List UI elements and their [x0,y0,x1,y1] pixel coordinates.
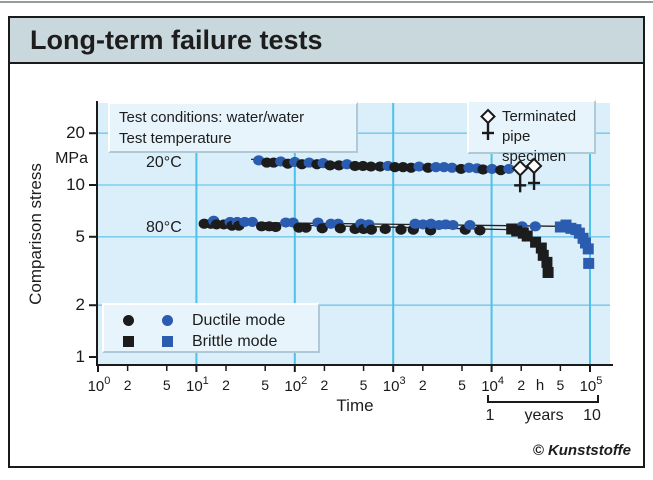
svg-text:100: 100 [88,375,111,395]
svg-text:5: 5 [458,377,466,393]
ductile-mode-label: Ductile mode [192,311,286,329]
svg-text:h: h [536,377,544,394]
svg-text:5: 5 [76,227,85,246]
svg-text:2: 2 [222,377,230,393]
svg-text:20: 20 [66,123,85,142]
svg-text:2: 2 [517,377,525,393]
svg-text:2: 2 [76,295,85,314]
terminated-specimen-icon [480,108,496,140]
years-scale-start: 1 [485,407,495,424]
mode-legend-box: Ductile mode Brittle mode [102,303,320,353]
legend-row-brittle: Brittle mode [104,331,318,352]
terminated-label-line1: Terminated [501,108,577,125]
years-scale-end: 10 [583,407,601,424]
brittle-mode-label: Brittle mode [192,332,278,350]
svg-text:10: 10 [66,175,85,194]
svg-text:2: 2 [419,377,427,393]
legend-row-ductile: Ductile mode [104,310,318,331]
page-title: Long-term failure tests [30,24,323,55]
svg-text:2: 2 [124,377,132,393]
test-temperature-text: Test temperature [119,130,232,147]
temp-label-20c: 20°C [146,154,182,171]
brittle-black-marker-icon [123,336,134,347]
terminated-legend-box: Terminated pipe specimen [467,100,596,165]
svg-text:1: 1 [76,347,85,366]
svg-text:2: 2 [321,377,329,393]
svg-text:104: 104 [481,375,504,395]
test-conditions-text: Test conditions: water/water [119,109,305,126]
y-axis-title: Comparison stress [26,163,45,305]
svg-text:5: 5 [261,377,269,393]
svg-text:101: 101 [186,375,209,395]
years-scale-unit: years [524,407,564,424]
svg-text:5: 5 [556,377,564,393]
copyright-credit: © Kunststoffe [532,442,631,459]
svg-text:5: 5 [360,377,368,393]
svg-text:5: 5 [163,377,171,393]
svg-text:103: 103 [383,375,406,395]
terminated-label-line2: pipe specimen [501,128,567,165]
test-conditions-box: Test conditions: water/water Test temper… [108,102,358,153]
top-edge-line [0,1,653,3]
ductile-blue-marker-icon [162,315,173,326]
brittle-blue-marker-icon [162,336,173,347]
x-axis-title: Time [336,396,374,415]
temp-label-80c: 80°C [146,219,182,236]
title-bar: Long-term failure tests [8,16,645,64]
svg-text:MPa: MPa [55,150,88,167]
ductile-black-marker-icon [123,315,134,326]
svg-text:105: 105 [580,375,603,395]
svg-text:102: 102 [284,375,307,395]
